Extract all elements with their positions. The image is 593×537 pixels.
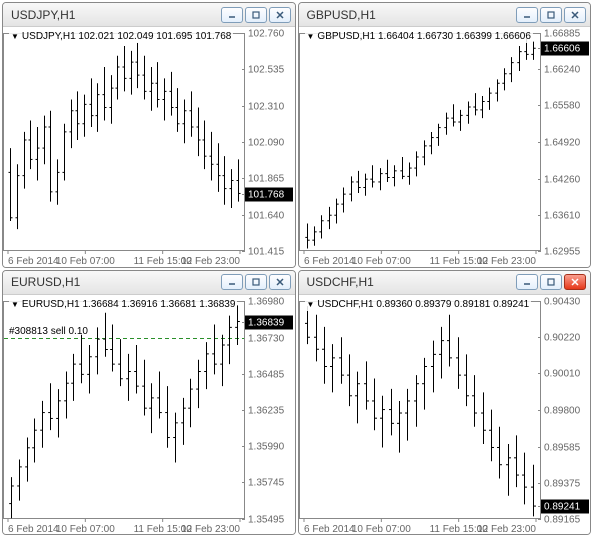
svg-text:0.89241: 0.89241 xyxy=(544,501,581,512)
svg-text:1.65580: 1.65580 xyxy=(544,101,581,112)
chart-symbol: USDCHF,H1 0.89360 0.89379 0.89181 0.8924… xyxy=(317,299,529,310)
window-controls xyxy=(221,7,291,23)
max-button[interactable] xyxy=(245,274,267,290)
svg-text:0.90220: 0.90220 xyxy=(544,332,581,343)
chart-symbol: GBPUSD,H1 1.66404 1.66730 1.66399 1.6660… xyxy=(317,31,531,42)
close-button[interactable] xyxy=(564,7,586,23)
svg-text:0.90010: 0.90010 xyxy=(544,368,581,379)
window-title: USDCHF,H1 xyxy=(303,275,517,289)
window-title: GBPUSD,H1 xyxy=(303,8,517,22)
svg-text:1.35495: 1.35495 xyxy=(248,514,285,525)
svg-text:1.66885: 1.66885 xyxy=(544,29,581,40)
svg-text:6 Feb 2014: 6 Feb 2014 xyxy=(304,524,355,535)
svg-text:1.36235: 1.36235 xyxy=(248,405,285,416)
svg-text:6 Feb 2014: 6 Feb 2014 xyxy=(8,256,59,267)
svg-text:102.310: 102.310 xyxy=(248,102,285,113)
close-button[interactable] xyxy=(269,274,291,290)
svg-text:12 Feb 23:00: 12 Feb 23:00 xyxy=(477,256,536,267)
svg-text:10 Feb 07:00: 10 Feb 07:00 xyxy=(351,524,410,535)
min-button[interactable] xyxy=(516,274,538,290)
titlebar[interactable]: EURUSD,H1 xyxy=(3,271,295,295)
svg-text:12 Feb 23:00: 12 Feb 23:00 xyxy=(181,256,240,267)
svg-text:0.90430: 0.90430 xyxy=(544,296,581,307)
svg-text:101.865: 101.865 xyxy=(248,174,285,185)
close-button[interactable] xyxy=(564,274,586,290)
svg-text:102.760: 102.760 xyxy=(248,29,285,40)
min-button[interactable] xyxy=(221,7,243,23)
chart-header: ▼ GBPUSD,H1 1.66404 1.66730 1.66399 1.66… xyxy=(305,30,533,43)
order-label: #308813 sell 0.10 xyxy=(9,326,88,337)
svg-text:1.35745: 1.35745 xyxy=(248,477,285,488)
titlebar[interactable]: USDJPY,H1 xyxy=(3,3,295,27)
svg-text:0.89800: 0.89800 xyxy=(544,405,581,416)
min-button[interactable] xyxy=(516,7,538,23)
svg-text:1.64920: 1.64920 xyxy=(544,138,581,149)
max-button[interactable] xyxy=(540,274,562,290)
chart-svg: 1.66885 1.66606 1.66240 1.65580 1.64920 1.642… xyxy=(299,27,591,267)
chart-area[interactable]: ▼ USDCHF,H1 0.89360 0.89379 0.89181 0.89… xyxy=(299,295,591,535)
svg-text:6 Feb 2014: 6 Feb 2014 xyxy=(8,524,59,535)
svg-text:10 Feb 07:00: 10 Feb 07:00 xyxy=(56,524,115,535)
window-controls xyxy=(516,7,586,23)
chart-symbol: EURUSD,H1 1.36684 1.36916 1.36681 1.3683… xyxy=(22,299,236,310)
chart-symbol: USDJPY,H1 102.021 102.049 101.695 101.76… xyxy=(22,31,231,42)
svg-text:102.090: 102.090 xyxy=(248,138,285,149)
max-button[interactable] xyxy=(540,7,562,23)
titlebar[interactable]: USDCHF,H1 xyxy=(299,271,591,295)
chart-header: ▼ USDJPY,H1 102.021 102.049 101.695 101.… xyxy=(9,30,233,43)
window-gbpusd: GBPUSD,H1 ▼ GBPUSD,H1 1.66404 1.66730 1.6… xyxy=(298,2,592,268)
dropdown-icon[interactable]: ▼ xyxy=(11,32,19,41)
svg-text:1.63610: 1.63610 xyxy=(544,211,581,222)
dropdown-icon[interactable]: ▼ xyxy=(11,300,19,309)
svg-text:102.535: 102.535 xyxy=(248,65,285,76)
svg-text:12 Feb 23:00: 12 Feb 23:00 xyxy=(477,524,536,535)
svg-text:12 Feb 23:00: 12 Feb 23:00 xyxy=(181,524,240,535)
svg-text:0.89165: 0.89165 xyxy=(544,514,581,525)
svg-text:6 Feb 2014: 6 Feb 2014 xyxy=(304,256,355,267)
svg-text:1.36730: 1.36730 xyxy=(248,333,285,344)
svg-text:1.62955: 1.62955 xyxy=(544,247,581,258)
chart-header: ▼ USDCHF,H1 0.89360 0.89379 0.89181 0.89… xyxy=(305,298,532,311)
chart-header: ▼ EURUSD,H1 1.36684 1.36916 1.36681 1.36… xyxy=(9,298,237,311)
svg-text:1.36839: 1.36839 xyxy=(248,317,285,328)
window-controls xyxy=(516,274,586,290)
svg-text:10 Feb 07:00: 10 Feb 07:00 xyxy=(56,256,115,267)
svg-text:10 Feb 07:00: 10 Feb 07:00 xyxy=(351,256,410,267)
min-button[interactable] xyxy=(221,274,243,290)
chart-grid: USDJPY,H1 ▼ USDJPY,H1 102.021 102.049 101… xyxy=(0,0,593,537)
window-usdchf: USDCHF,H1 ▼ USDCHF,H1 0.89360 0.89379 0.8… xyxy=(298,270,592,536)
max-button[interactable] xyxy=(245,7,267,23)
dropdown-icon[interactable]: ▼ xyxy=(307,32,315,41)
svg-text:0.89585: 0.89585 xyxy=(544,442,581,453)
svg-text:1.66606: 1.66606 xyxy=(544,44,581,55)
svg-text:1.36485: 1.36485 xyxy=(248,369,285,380)
chart-area[interactable]: ▼ USDJPY,H1 102.021 102.049 101.695 101.… xyxy=(3,27,295,267)
svg-text:1.36980: 1.36980 xyxy=(248,296,285,307)
svg-text:101.415: 101.415 xyxy=(248,247,285,258)
svg-text:101.640: 101.640 xyxy=(248,211,285,222)
chart-svg: 0.90430 0.90220 0.90010 0.89800 0.89585 0.893… xyxy=(299,295,591,535)
svg-text:101.768: 101.768 xyxy=(248,190,285,201)
dropdown-icon[interactable]: ▼ xyxy=(307,300,315,309)
svg-text:1.35990: 1.35990 xyxy=(248,441,285,452)
close-button[interactable] xyxy=(269,7,291,23)
svg-text:1.66240: 1.66240 xyxy=(544,65,581,76)
window-controls xyxy=(221,274,291,290)
chart-area[interactable]: ▼ EURUSD,H1 1.36684 1.36916 1.36681 1.36… xyxy=(3,295,295,535)
window-usdjpy: USDJPY,H1 ▼ USDJPY,H1 102.021 102.049 101… xyxy=(2,2,296,268)
titlebar[interactable]: GBPUSD,H1 xyxy=(299,3,591,27)
svg-text:1.64260: 1.64260 xyxy=(544,175,581,186)
window-title: EURUSD,H1 xyxy=(7,275,221,289)
window-eurusd: EURUSD,H1 ▼ EURUSD,H1 1.36684 1.36916 1.3… xyxy=(2,270,296,536)
window-title: USDJPY,H1 xyxy=(7,8,221,22)
chart-svg: 102.760 102.535 102.310 102.090 101.865 101.7… xyxy=(3,27,295,267)
chart-area[interactable]: ▼ GBPUSD,H1 1.66404 1.66730 1.66399 1.66… xyxy=(299,27,591,267)
svg-text:0.89375: 0.89375 xyxy=(544,478,581,489)
